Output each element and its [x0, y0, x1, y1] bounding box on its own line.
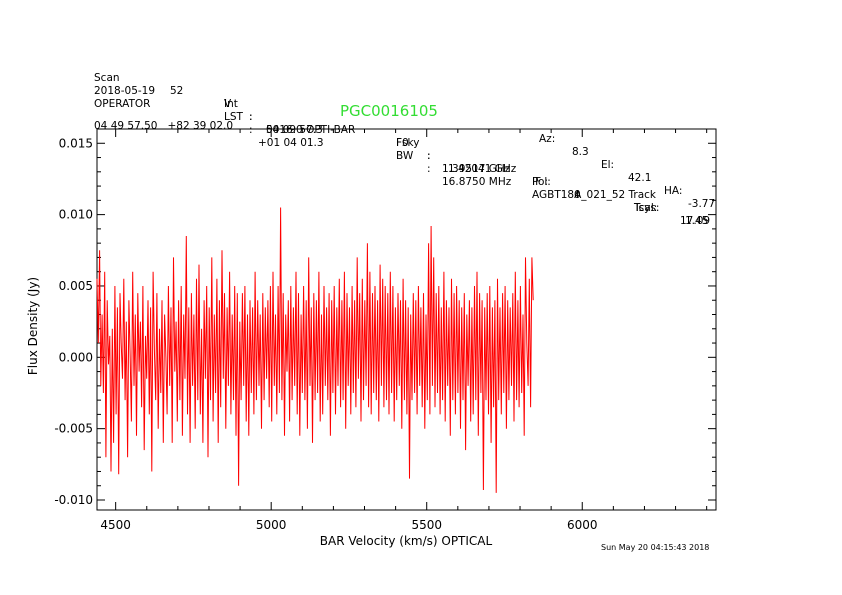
- bw-value: 16.8750 MHz: [442, 176, 512, 188]
- f0-value: 1.42041 GHz: [448, 163, 517, 175]
- y-tick-label: 0.015: [59, 136, 93, 150]
- y-tick-label: 0.005: [59, 279, 93, 293]
- scan-value: 52: [170, 85, 184, 97]
- axis-ticks: 4500 5000 5500 6000 -0.010 -0.005 0.000 0.005 0.…: [54, 129, 716, 532]
- tsys-label: Tsys:: [634, 202, 660, 214]
- header-row-1: Scan 52 V : 5416.0 OPTI-BAR F0 : 1.42041…: [0, 59, 710, 228]
- plot-frame: [96, 128, 717, 511]
- ha-value: -3.77: [688, 198, 716, 210]
- data-layer: [96, 207, 534, 493]
- velocity-colon: :: [249, 111, 253, 123]
- spectrum-series-line: [96, 207, 534, 493]
- project-value: AGBT18A_021_52 Track: [532, 189, 657, 201]
- f0-colon: :: [427, 150, 431, 162]
- bw-colon: :: [427, 163, 431, 175]
- ha-label: HA:: [664, 185, 683, 197]
- operator-value: OPERATOR: [94, 98, 151, 110]
- velocity-value: 5416.0 OPTI-BAR: [266, 124, 356, 136]
- el-value: 42.1: [628, 172, 652, 184]
- x-tick-label: 4500: [100, 518, 131, 532]
- fsky-colon: :: [427, 150, 431, 162]
- y-tick-label: -0.005: [54, 422, 93, 436]
- y-tick-label: 0.010: [59, 208, 93, 222]
- timestamp: Sun May 20 04:15:43 2018: [601, 543, 710, 552]
- x-axis-label: BAR Velocity (km/s) OPTICAL: [320, 534, 493, 548]
- if-label: IF :: [532, 176, 549, 188]
- az-value: 8.3: [572, 146, 589, 158]
- date-value: 2018-05-19: [94, 85, 156, 97]
- fsky-label: Fsky: [396, 137, 420, 149]
- pol-label: Pol:: [532, 176, 551, 188]
- tcal-value: 1.45: [685, 215, 709, 227]
- fsky-value: 1.39517 GHz: [442, 163, 511, 175]
- tsys-value: 17.09: [680, 215, 711, 227]
- header-row-3: OPERATOR LST : +01 04 01.3 BW : 16.8750 …: [0, 85, 656, 202]
- velocity-label: V: [224, 98, 232, 110]
- lst-colon: :: [249, 124, 253, 136]
- if-value: 0: [574, 189, 581, 201]
- f0-label: F0: [396, 137, 409, 149]
- y-tick-label: -0.010: [54, 493, 93, 507]
- x-tick-label: 5500: [411, 518, 442, 532]
- bw-label: BW: [396, 150, 414, 162]
- int-label: Int: [224, 98, 238, 110]
- tcal-label: Tcal:: [634, 202, 658, 214]
- scan-label: Scan: [94, 72, 120, 84]
- x-tick-label: 6000: [567, 518, 598, 532]
- int-value: 00 09 57.3: [266, 124, 323, 136]
- el-label: El:: [601, 159, 615, 171]
- az-label: Az:: [539, 133, 556, 145]
- y-axis-label: Flux Density (Jy): [26, 277, 40, 375]
- source-name: PGC0016105: [340, 102, 438, 120]
- x-tick-label: 5000: [256, 518, 287, 532]
- lst-label: LST: [224, 111, 243, 123]
- pol-value: I: [576, 189, 580, 201]
- y-tick-label: 0.000: [59, 350, 93, 364]
- header-row-2: 2018-05-19 Int : 00 09 57.3 Fsky : 1.395…: [0, 72, 708, 228]
- int-colon: :: [249, 111, 253, 123]
- lst-value: +01 04 01.3: [258, 137, 324, 149]
